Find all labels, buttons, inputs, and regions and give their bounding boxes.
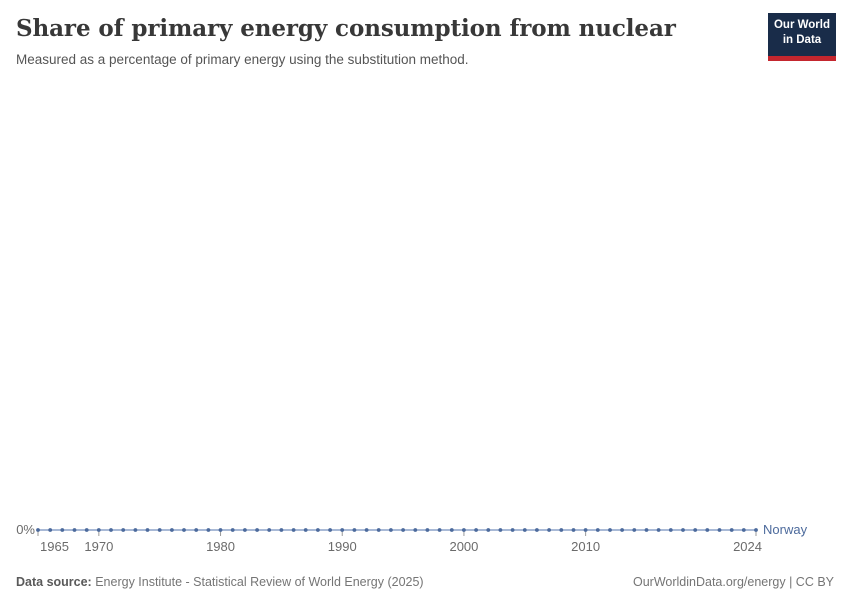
x-axis-tick-label: 1980 [206, 539, 235, 554]
data-point[interactable] [182, 528, 186, 532]
data-point[interactable] [230, 528, 235, 532]
data-point[interactable] [267, 528, 272, 532]
data-point[interactable] [145, 528, 150, 532]
data-point[interactable] [340, 528, 345, 532]
data-point[interactable] [170, 528, 174, 532]
data-point[interactable] [717, 528, 722, 532]
data-point[interactable] [218, 528, 223, 532]
x-axis-tick-label: 1965 [40, 539, 69, 554]
data-point[interactable] [389, 528, 393, 532]
data-point[interactable] [328, 528, 332, 532]
data-point[interactable] [729, 528, 734, 532]
data-point[interactable] [109, 528, 113, 532]
data-point[interactable] [425, 528, 430, 532]
data-point[interactable] [376, 528, 381, 532]
data-point[interactable] [668, 528, 673, 532]
data-point[interactable] [84, 528, 89, 532]
data-point[interactable] [243, 528, 247, 532]
data-point[interactable] [206, 528, 211, 532]
data-point[interactable] [36, 528, 40, 532]
data-point[interactable] [157, 528, 162, 532]
data-point[interactable] [754, 528, 758, 532]
x-axis-tick-label: 1990 [328, 539, 357, 554]
data-point[interactable] [303, 528, 308, 532]
y-axis-zero-label: 0% [16, 522, 35, 537]
data-point[interactable] [656, 528, 661, 532]
data-point[interactable] [474, 528, 478, 532]
data-point[interactable] [449, 528, 454, 532]
data-point[interactable] [291, 528, 296, 532]
data-point[interactable] [72, 528, 77, 532]
entity-label-norway[interactable]: Norway [763, 522, 808, 537]
data-point[interactable] [583, 528, 588, 532]
owid-credit-link[interactable]: OurWorldinData.org/energy | CC BY [632, 575, 834, 589]
data-point[interactable] [681, 528, 685, 532]
data-point[interactable] [462, 528, 466, 532]
data-point[interactable] [632, 528, 637, 532]
page-subtitle: Measured as a percentage of primary ener… [16, 52, 469, 67]
data-point[interactable] [522, 528, 527, 532]
data-point[interactable] [705, 528, 710, 532]
data-point[interactable] [535, 528, 539, 532]
data-point[interactable] [510, 528, 515, 532]
data-point[interactable] [559, 528, 564, 532]
data-point[interactable] [620, 528, 624, 532]
chart-footer: Data source: Energy Institute - Statisti… [16, 575, 834, 589]
data-point[interactable] [316, 528, 320, 532]
data-point[interactable] [486, 528, 491, 532]
x-axis-tick-label: 2024 [733, 539, 762, 554]
data-point[interactable] [279, 528, 284, 532]
data-point[interactable] [48, 528, 53, 532]
data-point[interactable] [364, 528, 369, 532]
data-source-text: Energy Institute - Statistical Review of… [91, 575, 424, 589]
x-axis-tick-label: 2000 [449, 539, 478, 554]
data-point[interactable] [133, 528, 138, 532]
data-point[interactable] [121, 528, 126, 532]
data-point[interactable] [352, 528, 357, 532]
data-point[interactable] [741, 528, 746, 532]
data-point[interactable] [595, 528, 600, 532]
data-point[interactable] [571, 528, 576, 532]
page-title: Share of primary energy consumption from… [16, 15, 676, 42]
data-point[interactable] [255, 528, 259, 532]
data-point[interactable] [194, 528, 199, 532]
x-axis-tick-label: 2010 [571, 539, 600, 554]
data-point[interactable] [498, 528, 503, 532]
data-point[interactable] [437, 528, 442, 532]
data-point[interactable] [96, 528, 101, 532]
data-point[interactable] [401, 528, 405, 532]
data-point[interactable] [608, 528, 612, 532]
data-point[interactable] [644, 528, 649, 532]
data-point[interactable] [413, 528, 418, 532]
data-point[interactable] [60, 528, 65, 532]
data-point[interactable] [547, 528, 551, 532]
x-axis-tick-label: 1970 [84, 539, 113, 554]
data-source-label: Data source: [16, 575, 92, 589]
data-source-note: Data source: Energy Institute - Statisti… [16, 575, 424, 589]
plot-layer[interactable]: 1965 1970 1980 1990 2000 2010 2024 [36, 528, 762, 554]
data-point[interactable] [693, 528, 698, 532]
